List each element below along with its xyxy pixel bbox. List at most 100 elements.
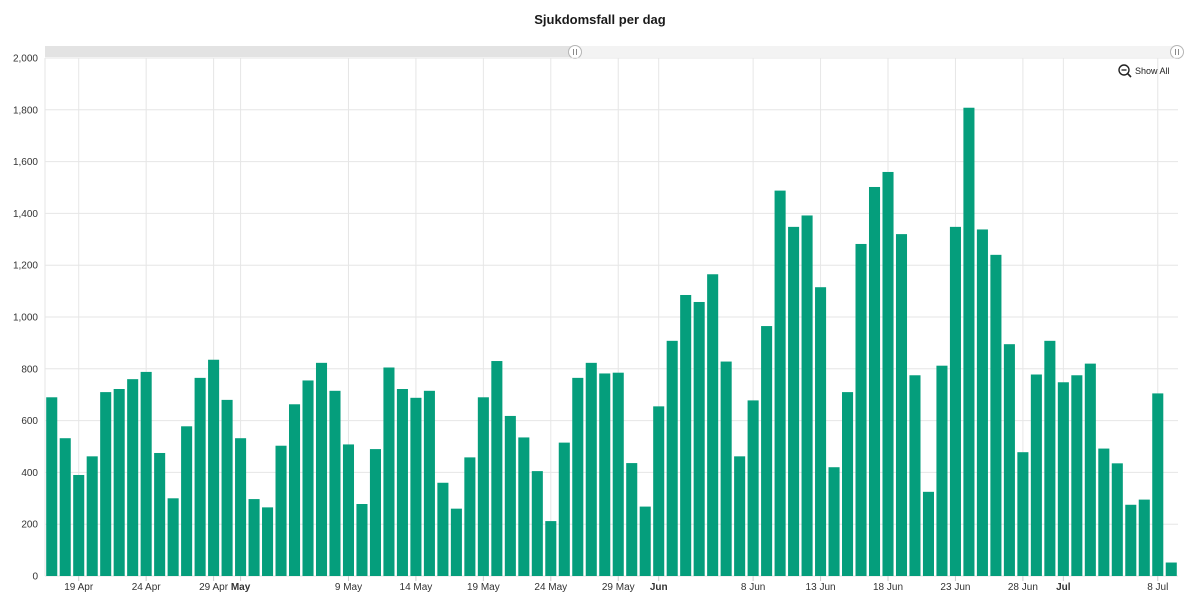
bar[interactable] bbox=[221, 399, 233, 576]
bar[interactable] bbox=[194, 377, 206, 576]
bar[interactable] bbox=[1098, 448, 1110, 576]
bar[interactable] bbox=[815, 287, 827, 576]
bar[interactable] bbox=[666, 340, 678, 576]
bar[interactable] bbox=[963, 107, 975, 576]
bar[interactable] bbox=[86, 456, 98, 576]
bar[interactable] bbox=[181, 426, 193, 576]
bar[interactable] bbox=[518, 437, 530, 576]
bar[interactable] bbox=[289, 404, 301, 576]
bar[interactable] bbox=[46, 397, 58, 576]
x-tick-label: May bbox=[231, 582, 251, 593]
x-axis: 19 Apr 24 Apr 29 Apr May 9 May 14 May 19 May 24… bbox=[64, 576, 1168, 593]
bar[interactable] bbox=[1071, 375, 1083, 576]
bar[interactable] bbox=[855, 243, 867, 576]
bar[interactable] bbox=[275, 445, 287, 576]
bar[interactable] bbox=[127, 379, 139, 576]
bar[interactable] bbox=[909, 375, 921, 576]
bar[interactable] bbox=[895, 234, 908, 576]
bar[interactable] bbox=[558, 442, 570, 576]
x-tick-label: 14 May bbox=[400, 582, 433, 593]
bar[interactable] bbox=[315, 362, 328, 576]
bar[interactable] bbox=[208, 359, 220, 576]
scrollbar-grip-left[interactable] bbox=[568, 45, 582, 59]
bar[interactable] bbox=[639, 506, 651, 576]
scrollbar-selection[interactable] bbox=[45, 46, 575, 57]
bar[interactable] bbox=[464, 457, 476, 576]
y-tick-label: 400 bbox=[21, 468, 38, 479]
bar[interactable] bbox=[707, 274, 719, 576]
bar[interactable] bbox=[100, 392, 112, 576]
bar[interactable] bbox=[235, 438, 247, 576]
bar[interactable] bbox=[396, 389, 408, 576]
bar[interactable] bbox=[437, 482, 449, 576]
bar[interactable] bbox=[1111, 463, 1123, 576]
bar[interactable] bbox=[572, 377, 584, 576]
bar[interactable] bbox=[383, 367, 395, 577]
bar[interactable] bbox=[545, 521, 557, 576]
bar[interactable] bbox=[761, 326, 773, 576]
bar[interactable] bbox=[990, 254, 1002, 576]
bar[interactable] bbox=[154, 452, 166, 576]
bar[interactable] bbox=[842, 392, 854, 576]
bar[interactable] bbox=[599, 373, 611, 576]
bar[interactable] bbox=[828, 467, 840, 576]
scrollbar-grip-right[interactable] bbox=[1170, 45, 1184, 59]
bar[interactable] bbox=[868, 186, 881, 577]
bar[interactable] bbox=[302, 380, 314, 576]
bar[interactable] bbox=[262, 507, 274, 576]
bar[interactable] bbox=[1003, 344, 1015, 576]
bar[interactable] bbox=[720, 361, 732, 576]
bar[interactable] bbox=[329, 390, 341, 576]
bar[interactable] bbox=[585, 362, 597, 576]
bar[interactable] bbox=[356, 504, 368, 576]
bar[interactable] bbox=[653, 406, 665, 576]
bar[interactable] bbox=[342, 444, 355, 576]
x-tick-label: Jun bbox=[650, 582, 668, 593]
scrollbar-track[interactable] bbox=[45, 46, 1177, 57]
bar[interactable] bbox=[1152, 393, 1164, 576]
bar[interactable] bbox=[423, 390, 435, 576]
bar[interactable] bbox=[774, 190, 786, 577]
x-tick-label: 8 Jun bbox=[741, 582, 765, 593]
bar[interactable] bbox=[1017, 452, 1029, 576]
bar[interactable] bbox=[1057, 382, 1069, 576]
bar[interactable] bbox=[936, 365, 948, 576]
bar[interactable] bbox=[612, 372, 624, 576]
bar[interactable] bbox=[477, 397, 489, 576]
bar[interactable] bbox=[504, 415, 516, 576]
x-tick-label: 18 Jun bbox=[873, 582, 903, 593]
bar[interactable] bbox=[140, 371, 152, 576]
bar[interactable] bbox=[882, 171, 894, 576]
scrollbar[interactable] bbox=[45, 45, 1184, 59]
y-tick-label: 1,400 bbox=[13, 209, 38, 220]
x-tick-label: 24 May bbox=[534, 582, 567, 593]
bar[interactable] bbox=[976, 229, 988, 576]
x-tick-label: 28 Jun bbox=[1008, 582, 1038, 593]
bar[interactable] bbox=[1084, 363, 1096, 576]
bar[interactable] bbox=[167, 498, 179, 576]
bar[interactable] bbox=[450, 508, 462, 576]
bar[interactable] bbox=[491, 361, 503, 576]
bar[interactable] bbox=[113, 389, 125, 576]
show-all-button[interactable]: Show All bbox=[1114, 61, 1172, 79]
bar[interactable] bbox=[693, 301, 705, 576]
bar[interactable] bbox=[922, 491, 934, 576]
bar[interactable] bbox=[1030, 374, 1042, 577]
bar[interactable] bbox=[369, 449, 381, 576]
bar[interactable] bbox=[1125, 504, 1137, 576]
bar[interactable] bbox=[59, 438, 71, 576]
bar[interactable] bbox=[1165, 562, 1177, 576]
bar[interactable] bbox=[734, 456, 746, 576]
bar[interactable] bbox=[626, 463, 638, 576]
bar[interactable] bbox=[248, 499, 260, 576]
bar[interactable] bbox=[801, 215, 813, 576]
bar[interactable] bbox=[949, 226, 961, 576]
bar[interactable] bbox=[1138, 499, 1150, 576]
bar[interactable] bbox=[531, 471, 543, 576]
bar[interactable] bbox=[73, 474, 85, 576]
bar[interactable] bbox=[1044, 340, 1056, 576]
bar[interactable] bbox=[788, 226, 800, 576]
bar[interactable] bbox=[680, 294, 692, 576]
bar[interactable] bbox=[410, 397, 422, 576]
bar[interactable] bbox=[747, 400, 759, 576]
